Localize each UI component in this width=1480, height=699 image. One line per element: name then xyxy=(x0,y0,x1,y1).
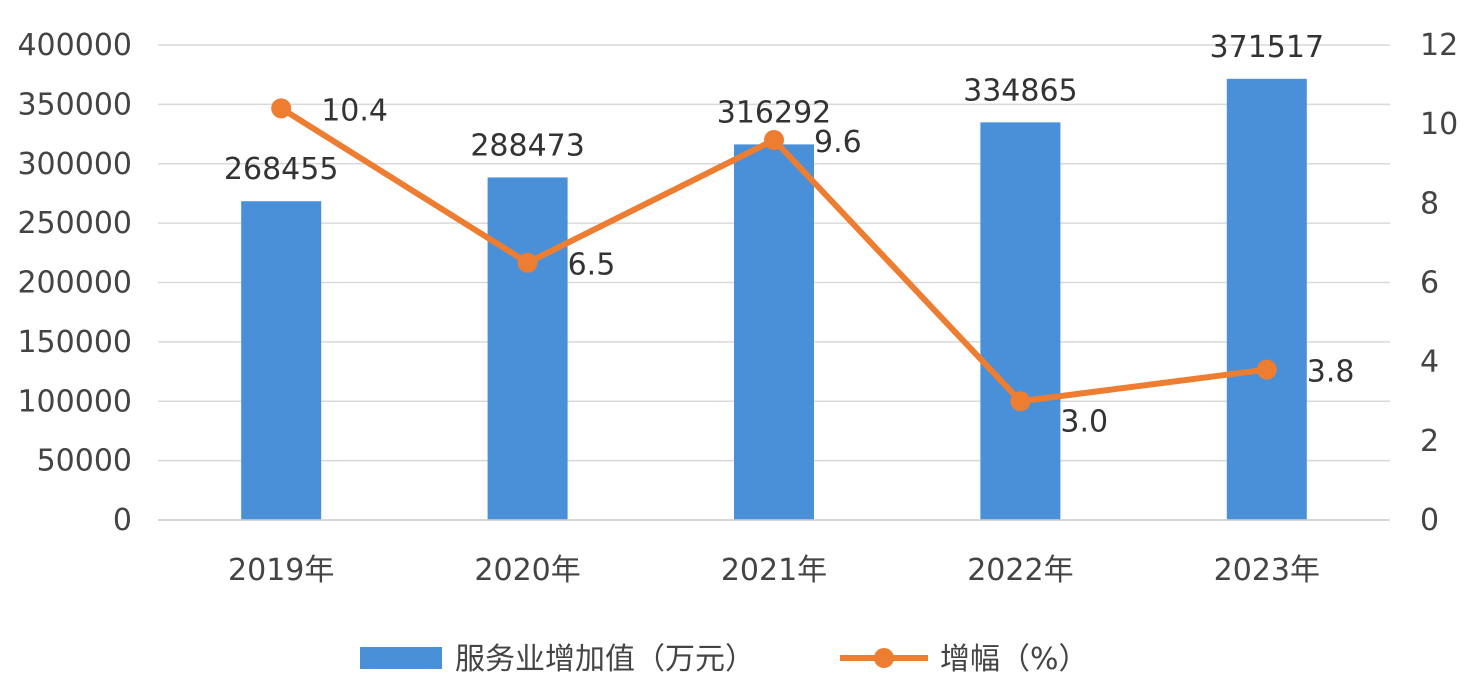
y-right-tick-label: 12 xyxy=(1420,28,1458,63)
right-axis: 0 2 4 6 8 10 12 xyxy=(1420,28,1458,538)
bar-value-label: 288473 xyxy=(470,128,585,163)
y-left-tick-label: 400000 xyxy=(17,28,132,63)
x-tick-label: 2021年 xyxy=(721,553,827,588)
x-tick-label: 2020年 xyxy=(474,553,580,588)
y-right-tick-label: 2 xyxy=(1420,424,1439,459)
legend-line-label: 增幅（%） xyxy=(940,642,1089,677)
bar xyxy=(241,201,322,520)
line-value-label: 3.0 xyxy=(1060,404,1108,439)
bar xyxy=(734,144,814,520)
y-left-tick-label: 50000 xyxy=(37,444,132,479)
line-value-label: 10.4 xyxy=(321,93,388,128)
growth-marker xyxy=(1256,359,1277,380)
y-left-tick-label: 100000 xyxy=(17,384,132,419)
y-left-tick-label: 250000 xyxy=(17,206,132,241)
x-tick-label: 2019年 xyxy=(228,553,334,588)
growth-marker xyxy=(764,130,784,150)
y-left-tick-label: 300000 xyxy=(17,147,132,182)
legend-bar-label: 服务业增加值（万元） xyxy=(455,642,755,677)
bar xyxy=(487,177,568,521)
y-left-tick-label: 150000 xyxy=(17,325,132,360)
left-axis: 0 50000 100000 150000 200000 250000 300000 3500… xyxy=(17,28,132,538)
growth-marker xyxy=(517,252,538,273)
bar-value-label: 371517 xyxy=(1210,30,1325,65)
y-right-tick-label: 0 xyxy=(1420,503,1439,538)
growth-marker xyxy=(271,98,292,119)
bar-value-label: 316292 xyxy=(717,95,832,130)
legend-bar-swatch xyxy=(360,647,442,669)
y-left-tick-label: 350000 xyxy=(17,87,132,122)
y-right-tick-label: 10 xyxy=(1420,107,1458,142)
bar-value-label: 268455 xyxy=(224,152,339,187)
x-tick-label: 2023年 xyxy=(1214,553,1320,588)
legend-line-marker xyxy=(874,648,894,668)
growth-marker xyxy=(1010,391,1031,412)
y-left-tick-label: 200000 xyxy=(17,266,132,301)
x-axis: 2019年 2020年 2021年 2022年 2023年 xyxy=(158,519,1390,588)
data-labels: 268455 288473 316292 334865 371517 10.4 6.5 9.6… xyxy=(224,30,1355,439)
y-right-tick-label: 4 xyxy=(1420,345,1439,380)
y-right-tick-label: 6 xyxy=(1420,266,1439,301)
legend: 服务业增加值（万元） 增幅（%） xyxy=(360,642,1089,677)
bar-value-label: 334865 xyxy=(963,73,1078,108)
y-left-tick-label: 0 xyxy=(113,503,132,538)
bar xyxy=(980,122,1061,520)
line-value-label: 9.6 xyxy=(814,125,862,160)
y-right-tick-label: 8 xyxy=(1420,186,1439,221)
x-tick-label: 2022年 xyxy=(967,553,1073,588)
line-series xyxy=(271,98,1277,412)
line-value-label: 6.5 xyxy=(568,248,616,283)
bar-series xyxy=(241,78,1307,521)
bar xyxy=(1226,78,1307,521)
line-value-label: 3.8 xyxy=(1307,355,1355,390)
